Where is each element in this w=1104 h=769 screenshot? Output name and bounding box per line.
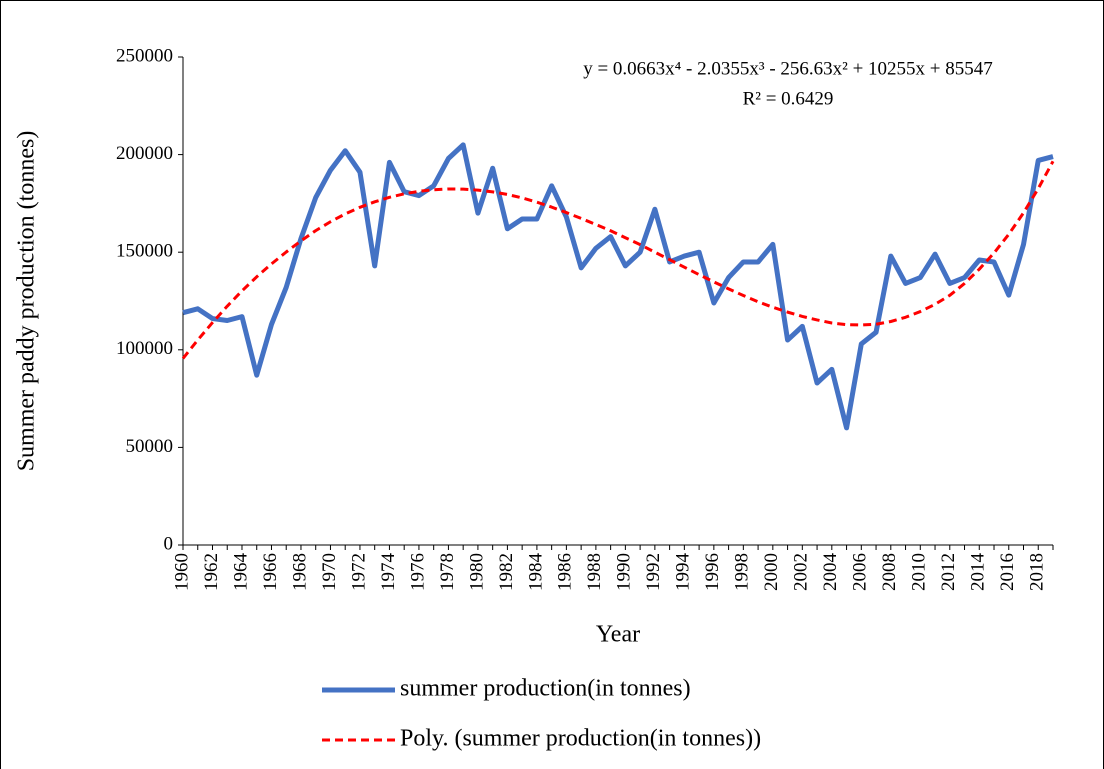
x-tick-label: 2002 — [791, 553, 812, 591]
x-tick-label: 1984 — [525, 553, 546, 592]
x-tick-label: 2012 — [938, 553, 959, 591]
x-tick-label: 2016 — [997, 553, 1018, 591]
x-tick-label: 1994 — [673, 553, 694, 592]
x-tick-label: 1972 — [348, 553, 369, 591]
legend-label: summer production(in tonnes) — [400, 676, 691, 702]
x-tick-label: 1980 — [466, 553, 487, 591]
x-tick-label: 1992 — [643, 553, 664, 591]
x-tick-label: 1990 — [614, 553, 635, 591]
x-tick-label: 1998 — [732, 553, 753, 591]
y-tick-label: 150000 — [116, 241, 173, 262]
x-tick-label: 2010 — [909, 553, 930, 591]
series-line — [181, 160, 1055, 360]
y-tick-label: 250000 — [116, 45, 173, 66]
x-tick-label: 1962 — [201, 553, 222, 591]
x-tick-label: 1960 — [171, 553, 192, 591]
x-tick-label: 1986 — [555, 553, 576, 591]
trend-equation: y = 0.0663x⁴ - 2.0355x³ - 256.63x² + 102… — [583, 58, 993, 79]
legend-label: Poly. (summer production(in tonnes)) — [400, 726, 761, 752]
x-tick-label: 2006 — [850, 553, 871, 591]
y-axis-label: Summer paddy production (tonnes) — [14, 131, 40, 472]
x-tick-label: 1978 — [437, 553, 458, 591]
x-tick-label: 1988 — [584, 553, 605, 591]
x-tick-label: 1982 — [496, 553, 517, 591]
x-tick-label: 1964 — [230, 553, 251, 592]
x-axis-label: Year — [596, 622, 640, 648]
x-tick-label: 1976 — [407, 553, 428, 591]
y-tick-label: 100000 — [116, 338, 173, 359]
x-tick-label: 1974 — [378, 553, 399, 592]
x-tick-label: 2004 — [820, 553, 841, 592]
y-tick-label: 200000 — [116, 143, 173, 164]
r-squared: R² = 0.6429 — [743, 88, 834, 109]
y-tick-label: 0 — [164, 533, 174, 554]
x-tick-label: 1970 — [319, 553, 340, 591]
x-tick-label: 1966 — [260, 553, 281, 591]
x-tick-label: 2000 — [761, 553, 782, 591]
x-tick-label: 2018 — [1027, 553, 1048, 591]
x-tick-label: 1996 — [702, 553, 723, 591]
y-tick-label: 50000 — [126, 436, 174, 457]
series-line — [182, 142, 1054, 431]
x-tick-label: 2008 — [879, 553, 900, 591]
x-tick-label: 2014 — [968, 553, 989, 592]
x-tick-label: 1968 — [289, 553, 310, 591]
